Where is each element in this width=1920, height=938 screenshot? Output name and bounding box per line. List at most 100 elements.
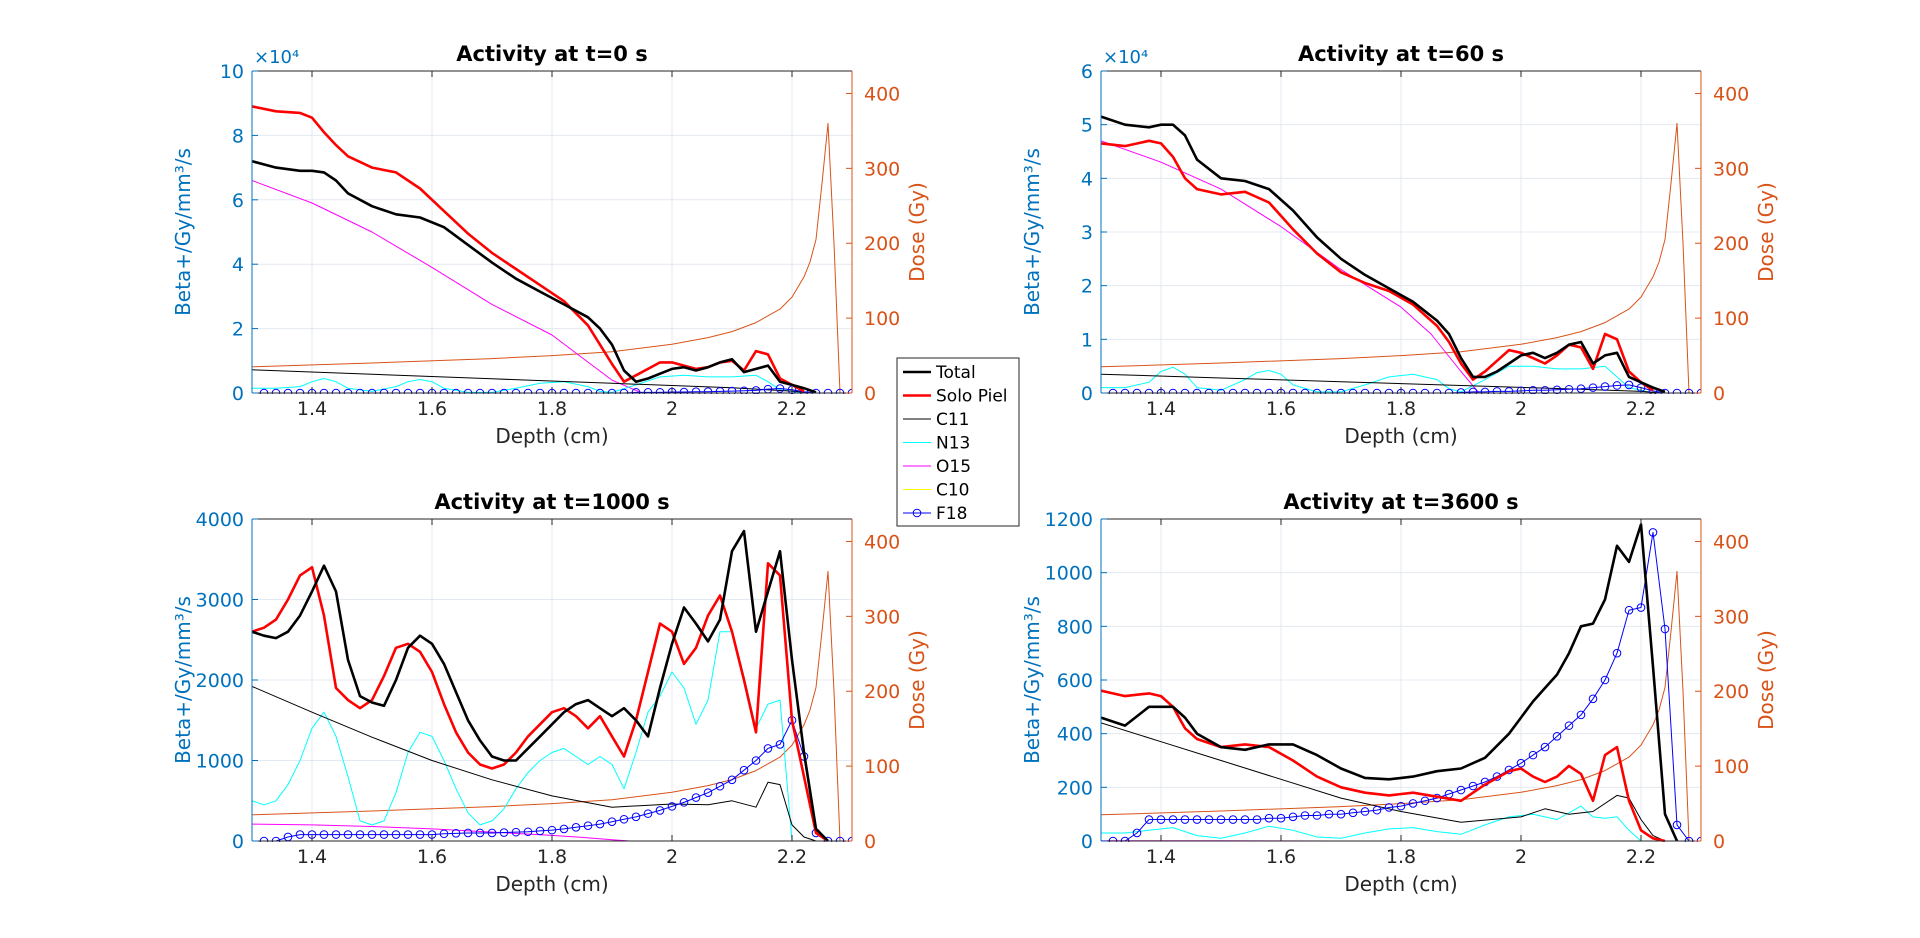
f18-marker bbox=[511, 827, 521, 837]
f18-marker bbox=[679, 387, 689, 394]
f18-marker bbox=[607, 817, 617, 826]
series-line-solo-piel bbox=[1101, 689, 1666, 842]
f18-marker bbox=[1252, 815, 1262, 824]
f18-marker bbox=[367, 830, 377, 839]
series-line-dose bbox=[252, 570, 841, 842]
f18-marker bbox=[691, 793, 701, 802]
y-tick-label: 8 bbox=[232, 125, 244, 147]
f18-marker bbox=[1144, 815, 1154, 824]
f18-marker bbox=[763, 744, 773, 753]
series-line-n13 bbox=[1101, 805, 1642, 842]
x-tick-label: 1.4 bbox=[1146, 398, 1176, 420]
series-line-f18 bbox=[264, 719, 852, 842]
f18-marker bbox=[1624, 605, 1634, 615]
f18-marker bbox=[703, 387, 713, 394]
legend-label: C10 bbox=[936, 481, 970, 501]
series-line-total bbox=[1101, 115, 1666, 394]
f18-marker bbox=[331, 830, 341, 839]
f18-marker bbox=[391, 830, 401, 839]
legend-marker bbox=[912, 508, 922, 518]
f18-marker bbox=[1600, 382, 1610, 391]
f18-marker bbox=[691, 387, 701, 394]
subplot-2: 1.4 1.6 1.8 2 2.2 0 1 2 3 4 5 6 0 100 200 300 400 ×10⁴ Act… bbox=[1020, 42, 1778, 448]
x-tick-label: 2.2 bbox=[1626, 398, 1656, 420]
subplot-title: Activity at t=3600 s bbox=[1283, 490, 1518, 514]
series-group bbox=[252, 105, 852, 394]
y2-tick-label: 300 bbox=[864, 606, 900, 628]
f18-marker bbox=[751, 386, 761, 394]
y-tick-label: 6 bbox=[232, 190, 244, 212]
y2-tick-label: 0 bbox=[1713, 831, 1725, 853]
y-tick-label: 4 bbox=[1081, 168, 1093, 190]
y-tick-label: 4000 bbox=[196, 509, 244, 531]
x-tick-label: 1.4 bbox=[297, 846, 327, 868]
y-exponent-label: ×10⁴ bbox=[1103, 47, 1148, 68]
y-axis-label: Beta+/Gy/mm³/s bbox=[1020, 596, 1044, 764]
y2-tick-label: 400 bbox=[1713, 531, 1749, 553]
legend-label: O15 bbox=[936, 457, 971, 477]
subplot-3: 1.4 1.6 1.8 2 2.2 0 1000 2000 3000 4000 0 100 200 300… bbox=[171, 490, 929, 896]
y-tick-label: 1200 bbox=[1045, 509, 1093, 531]
f18-marker bbox=[1612, 381, 1622, 390]
f18-marker bbox=[595, 819, 605, 829]
y-tick-label: 2 bbox=[232, 319, 244, 341]
y2-tick-label: 200 bbox=[864, 681, 900, 703]
y2-tick-label: 400 bbox=[864, 83, 900, 105]
y-tick-label: 2000 bbox=[196, 670, 244, 692]
f18-marker bbox=[667, 802, 677, 811]
series-line-dose bbox=[1101, 122, 1690, 394]
f18-marker bbox=[619, 814, 629, 824]
y-axis-label: Beta+/Gy/mm³/s bbox=[171, 148, 195, 316]
x-tick-label: 1.8 bbox=[537, 398, 567, 420]
legend-label: Total bbox=[935, 363, 976, 383]
series-line-solo-piel bbox=[1101, 139, 1654, 392]
subplot-title: Activity at t=0 s bbox=[456, 42, 647, 66]
y2-axis-label: Dose (Gy) bbox=[1754, 182, 1778, 282]
f18-marker bbox=[775, 384, 785, 393]
f18-marker bbox=[1312, 811, 1322, 820]
f18-marker bbox=[535, 826, 545, 836]
f18-marker bbox=[1660, 624, 1670, 634]
y-tick-label: 4 bbox=[232, 254, 244, 276]
y2-tick-label: 100 bbox=[864, 756, 900, 778]
f18-marker bbox=[1648, 528, 1658, 537]
y-tick-label: 3 bbox=[1081, 222, 1093, 244]
f18-marker bbox=[1492, 387, 1502, 394]
f18-marker bbox=[1480, 387, 1490, 394]
f18-marker bbox=[1288, 812, 1298, 822]
y-axis-label: Beta+/Gy/mm³/s bbox=[1020, 148, 1044, 316]
f18-marker bbox=[1540, 742, 1550, 752]
y-tick-label: 0 bbox=[232, 383, 244, 405]
y2-tick-label: 300 bbox=[1713, 158, 1749, 180]
f18-marker bbox=[1156, 815, 1166, 824]
f18-marker bbox=[1600, 675, 1610, 685]
f18-marker bbox=[1528, 750, 1538, 760]
y-tick-label: 0 bbox=[1081, 831, 1093, 853]
x-axis-label: Depth (cm) bbox=[1344, 872, 1457, 896]
f18-marker bbox=[739, 386, 749, 394]
f18-marker bbox=[295, 830, 305, 839]
y-tick-label: 800 bbox=[1057, 616, 1093, 638]
series-line-c11 bbox=[252, 685, 817, 842]
f18-marker bbox=[1408, 799, 1418, 808]
f18-marker bbox=[1420, 796, 1430, 806]
f18-marker bbox=[547, 825, 557, 835]
f18-marker bbox=[343, 830, 353, 839]
f18-marker bbox=[739, 765, 749, 775]
f18-marker bbox=[715, 387, 725, 394]
subplot-title: Activity at t=60 s bbox=[1298, 42, 1504, 66]
y-tick-label: 400 bbox=[1057, 724, 1093, 746]
y-tick-label: 3000 bbox=[196, 590, 244, 612]
series-line-total bbox=[252, 529, 829, 842]
f18-marker bbox=[1300, 811, 1310, 820]
f18-marker bbox=[379, 830, 389, 839]
y2-tick-label: 100 bbox=[864, 308, 900, 330]
f18-marker bbox=[1672, 820, 1682, 830]
f18-marker bbox=[1132, 828, 1142, 838]
legend-label: C11 bbox=[936, 410, 970, 430]
x-tick-label: 2 bbox=[1515, 398, 1527, 420]
f18-marker bbox=[1588, 383, 1598, 392]
series-line-solo-piel bbox=[252, 561, 829, 842]
f18-marker bbox=[655, 388, 665, 394]
y2-tick-label: 200 bbox=[1713, 233, 1749, 255]
